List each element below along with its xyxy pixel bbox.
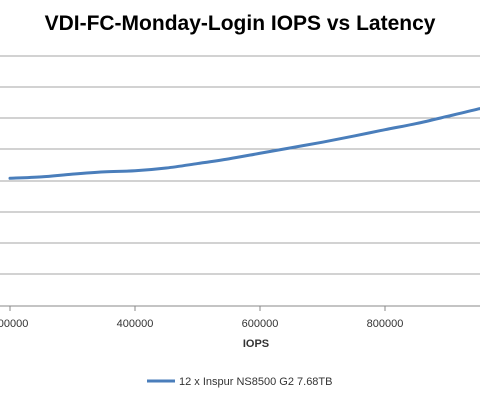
gridlines bbox=[0, 55, 480, 307]
series-lines bbox=[8, 106, 480, 180]
chart-title: VDI-FC-Monday-Login IOPS vs Latency bbox=[44, 12, 436, 35]
series-line bbox=[8, 106, 480, 180]
x-tick-label: 800000 bbox=[367, 318, 404, 330]
x-tick-labels: 200000 400000 600000 800000 bbox=[0, 306, 403, 330]
x-tick-label: 400000 bbox=[117, 318, 154, 330]
x-tick-label: 600000 bbox=[242, 318, 279, 330]
x-tick-label: 200000 bbox=[0, 318, 28, 330]
x-axis-title: IOPS bbox=[243, 338, 269, 350]
legend-label: 12 x Inspur NS8500 G2 7.68TB bbox=[179, 376, 332, 388]
